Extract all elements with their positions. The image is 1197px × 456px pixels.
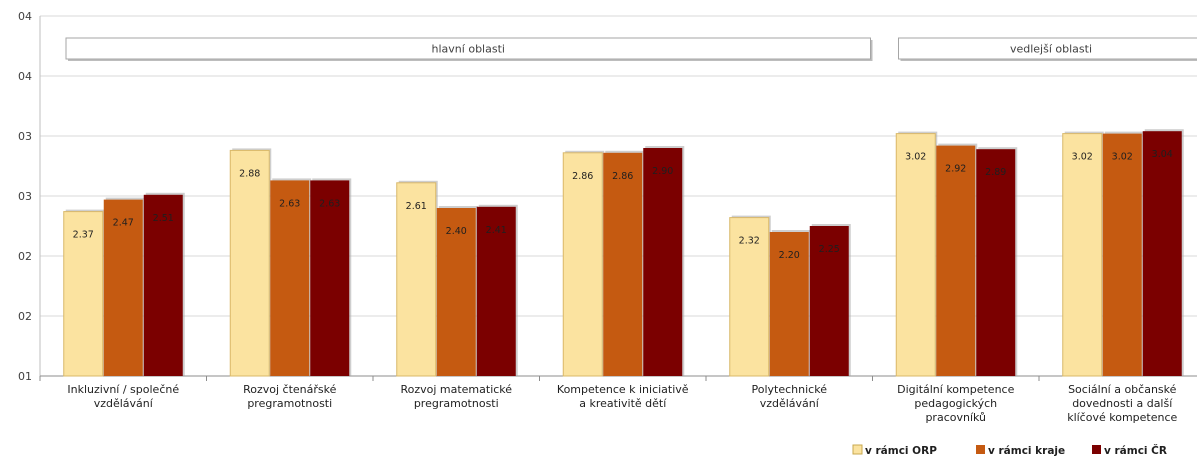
bar [603,153,642,376]
x-category-label: Inkluzivní / společné [67,383,179,396]
y-tick-label: 03 [18,190,32,203]
x-category-label: vzdělávání [760,397,820,410]
x-category-label: dovednosti a další [1072,397,1173,410]
x-category-label: Kompetence k iniciativě [557,383,689,396]
bar [310,180,349,376]
bar-value-label: 2.51 [153,213,174,224]
bar-value-label: 3.04 [1152,149,1173,160]
y-tick-label: 01 [18,370,32,383]
x-category-label: pracovníků [925,411,986,424]
bar [976,149,1015,376]
bar [1063,134,1102,376]
bar-value-label: 2.92 [945,164,966,175]
bar [896,134,935,376]
x-category-label: Polytechnické [752,383,828,396]
y-tick-label: 04 [18,70,32,83]
x-category-label: vzdělávání [94,397,154,410]
y-tick-label: 02 [18,310,32,323]
bar-value-label: 2.25 [819,244,840,255]
x-category-label: Rozvoj matematické [400,383,512,396]
x-category-label: Rozvoj čtenářské [243,383,337,396]
x-category-label: pregramotnosti [247,397,332,410]
legend-swatch [1092,445,1101,454]
bar [1103,134,1142,376]
bar-value-label: 3.02 [905,152,926,163]
bar-value-label: 2.40 [446,226,467,237]
bar-value-label: 2.89 [985,167,1006,178]
bar-value-label: 2.86 [612,171,633,182]
bar-value-label: 3.02 [1072,152,1093,163]
bar [643,148,682,376]
bar-value-label: 2.47 [113,218,134,229]
bar-value-label: 2.86 [572,171,593,182]
y-tick-label: 04 [18,10,32,23]
legend-label: v rámci kraje [988,445,1065,456]
bar-value-label: 2.32 [739,236,760,247]
bar-value-label: 2.61 [406,201,427,212]
bar-value-label: 2.37 [73,230,94,241]
x-category-label: pedagogických [914,397,997,410]
legend-swatch [853,445,862,454]
x-category-label: Digitální kompetence [897,383,1014,396]
x-category-label: Sociální a občanské [1068,383,1177,396]
bar [270,180,309,376]
bar [1143,131,1182,376]
x-category-label: a kreativitě dětí [579,397,667,410]
legend-label: v rámci ORP [865,445,937,456]
bar-value-label: 3.02 [1112,152,1133,163]
bar-value-label: 2.41 [486,225,507,236]
legend-label: v rámci ČR [1104,444,1167,456]
bar [563,153,602,376]
bar-value-label: 2.63 [319,198,340,209]
x-category-label: klíčové kompetence [1067,411,1177,424]
bar-value-label: 2.20 [779,250,800,261]
bar-value-label: 2.88 [239,168,260,179]
bar-value-label: 2.90 [652,166,673,177]
legend-swatch [976,445,985,454]
bar-value-label: 2.63 [279,198,300,209]
x-category-label: pregramotnosti [414,397,499,410]
y-tick-label: 03 [18,130,32,143]
bar [936,146,975,376]
y-tick-label: 02 [18,250,32,263]
group-box-label: vedlejší oblasti [1010,43,1092,56]
group-box-label: hlavní oblasti [432,43,505,56]
bar [230,150,269,376]
